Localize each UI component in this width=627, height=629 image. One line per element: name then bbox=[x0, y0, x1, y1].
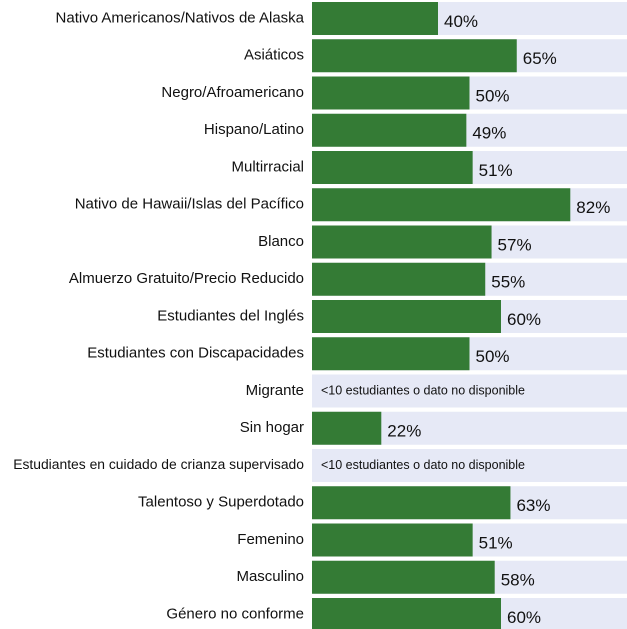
bar bbox=[312, 225, 492, 259]
category-label: Estudiantes con Discapacidades bbox=[87, 345, 304, 362]
bar bbox=[312, 151, 473, 184]
bar bbox=[312, 262, 486, 296]
value-label: 58% bbox=[501, 571, 535, 590]
value-label: 22% bbox=[387, 422, 421, 441]
missing-label: <10 estudiantes o dato no disponible bbox=[321, 458, 525, 472]
category-label: Nativo de Hawaii/Islas del Pacífico bbox=[75, 196, 304, 213]
category-label: Femenino bbox=[237, 531, 304, 548]
value-label: 49% bbox=[472, 124, 506, 143]
value-label: 65% bbox=[523, 49, 557, 68]
category-label: Almuerzo Gratuito/Precio Reducido bbox=[69, 270, 304, 287]
row-background bbox=[312, 374, 627, 408]
bar bbox=[312, 300, 501, 333]
bar bbox=[312, 486, 511, 520]
value-label: 51% bbox=[479, 161, 513, 180]
bar bbox=[312, 39, 517, 73]
row-background bbox=[312, 449, 627, 482]
category-label: Estudiantes en cuidado de crianza superv… bbox=[13, 456, 304, 472]
category-label: Hispano/Latino bbox=[204, 121, 304, 138]
value-label: 50% bbox=[476, 86, 510, 105]
value-label: 40% bbox=[444, 12, 478, 31]
category-label: Género no conforme bbox=[166, 605, 304, 622]
value-label: 50% bbox=[476, 347, 510, 366]
bar bbox=[312, 76, 470, 110]
value-label: 55% bbox=[491, 273, 525, 292]
bar bbox=[312, 2, 438, 35]
bar bbox=[312, 337, 470, 371]
value-label: 60% bbox=[507, 608, 541, 627]
bar bbox=[312, 411, 382, 445]
bar bbox=[312, 598, 501, 629]
category-label: Migrante bbox=[246, 382, 304, 399]
value-label: 51% bbox=[479, 533, 513, 552]
bar bbox=[312, 560, 495, 594]
category-label: Blanco bbox=[258, 233, 304, 250]
value-label: 63% bbox=[516, 496, 550, 515]
category-label: Talentoso y Superdotado bbox=[138, 494, 304, 511]
bar bbox=[312, 113, 467, 147]
category-label: Sin hogar bbox=[240, 419, 304, 436]
value-label: 60% bbox=[507, 310, 541, 329]
bar bbox=[312, 523, 473, 557]
value-label: 57% bbox=[498, 235, 532, 254]
value-label: 82% bbox=[576, 198, 610, 217]
missing-label: <10 estudiantes o dato no disponible bbox=[321, 383, 525, 397]
bar bbox=[312, 188, 571, 222]
category-label: Nativo Americanos/Nativos de Alaska bbox=[56, 9, 305, 26]
category-label: Negro/Afroamericano bbox=[161, 84, 304, 101]
category-label: Estudiantes del Inglés bbox=[157, 307, 304, 324]
category-label: Asiáticos bbox=[244, 47, 304, 64]
category-label: Masculino bbox=[236, 568, 304, 585]
category-label: Multirracial bbox=[231, 158, 304, 175]
